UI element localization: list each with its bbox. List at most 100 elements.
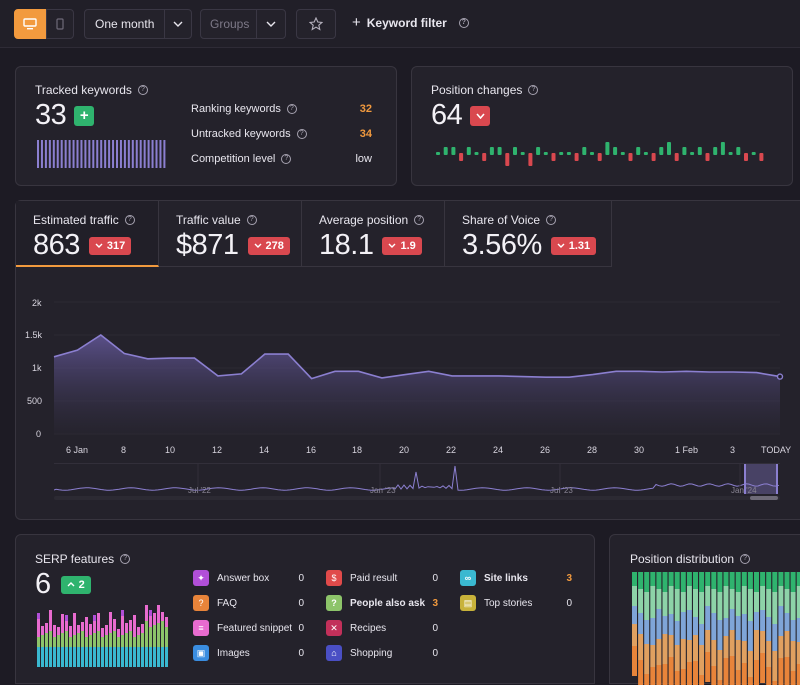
serp-bar-segment	[49, 631, 52, 647]
distribution-bar-segment	[785, 631, 790, 657]
help-icon[interactable]: ?	[287, 104, 297, 114]
help-icon[interactable]: ?	[459, 18, 469, 28]
x-tick: 22	[446, 445, 456, 455]
serp-features-card: SERP features? 6 2 ✦Answer box 0 ?FAQ 0 …	[15, 534, 595, 684]
bulb-icon: ✦	[193, 570, 209, 586]
change-candle	[482, 153, 486, 161]
help-icon[interactable]: ?	[125, 215, 135, 225]
serp-shopping[interactable]: ⌂Shopping	[326, 645, 392, 661]
distribution-bar-segment	[736, 616, 741, 640]
serp-people-also-ask-value: 3	[418, 598, 438, 609]
serp-bar-segment	[113, 647, 116, 667]
serp-bar-segment	[137, 627, 140, 635]
help-icon[interactable]: ?	[297, 129, 307, 139]
serp-bar-segment	[141, 647, 144, 667]
star-icon	[309, 17, 323, 31]
keyword-bar	[148, 140, 150, 168]
serp-bar-segment	[65, 615, 68, 621]
distribution-bar-segment	[748, 572, 753, 589]
distribution-bar-segment	[699, 624, 704, 645]
help-icon[interactable]: ?	[528, 85, 538, 95]
help-icon[interactable]: ?	[247, 215, 257, 225]
serp-bar-segment	[81, 622, 84, 631]
help-icon[interactable]: ?	[740, 554, 750, 564]
serp-bar-segment	[97, 613, 100, 631]
today-marker[interactable]	[778, 374, 783, 379]
help-icon[interactable]: ?	[138, 85, 148, 95]
serp-top-stories[interactable]: ▤Top stories	[460, 595, 532, 611]
x-tick: 6 Jan	[66, 445, 88, 455]
serp-site-links[interactable]: ∞Site links	[460, 570, 528, 586]
serp-faq[interactable]: ?FAQ	[193, 595, 237, 611]
serp-images[interactable]: ▣Images	[193, 645, 250, 661]
distribution-bar-segment	[724, 636, 729, 658]
distribution-bar-segment	[675, 645, 680, 671]
serp-bar-segment	[149, 627, 152, 647]
distribution-bar-segment	[644, 572, 649, 592]
tracked-keywords-title: Tracked keywords?	[35, 83, 148, 97]
estimated-traffic-value: 863	[33, 229, 80, 262]
groups-placeholder: Groups	[210, 17, 249, 31]
serp-paid-result[interactable]: $Paid result	[326, 570, 397, 586]
serp-site-links-value: 3	[552, 573, 572, 584]
keyword-bar	[112, 140, 114, 168]
chart-navigator[interactable]: Jul '22 Jan '23 Jul '23 Jan '24	[54, 463, 780, 499]
keyword-bar	[163, 140, 165, 168]
position-changes-candles	[436, 142, 771, 168]
serp-bar-segment	[93, 633, 96, 647]
chevron-down-icon	[388, 243, 396, 248]
distribution-bar-segment	[675, 621, 680, 645]
plus-icon: +	[352, 17, 361, 29]
help-icon[interactable]: ?	[120, 554, 130, 564]
serp-bar-segment	[37, 613, 40, 619]
serp-bar-segment	[69, 637, 72, 647]
help-icon[interactable]: ?	[414, 215, 424, 225]
keyword-bar	[45, 140, 47, 168]
serp-bar-segment	[117, 647, 120, 667]
serp-bar-segment	[117, 637, 120, 647]
position-distribution-title: Position distribution?	[630, 552, 750, 566]
keyword-bar	[120, 140, 122, 168]
distribution-bar-segment	[778, 606, 783, 636]
change-candle	[629, 153, 633, 161]
distribution-bar-segment	[687, 572, 692, 586]
serp-recipes[interactable]: ✕Recipes	[326, 620, 386, 636]
favorite-button[interactable]	[296, 9, 336, 39]
keyword-bar	[80, 140, 82, 168]
change-candle	[436, 152, 440, 155]
serp-bar-segment	[149, 610, 152, 616]
add-keyword-button[interactable]: +	[74, 106, 94, 126]
tab-share-of-voice[interactable]: Share of Voice? 3.56%1.31	[445, 201, 612, 267]
change-candle	[505, 153, 509, 166]
serp-bar-segment	[61, 614, 64, 633]
distribution-bar-segment	[632, 624, 637, 646]
serp-bar-segment	[49, 610, 52, 631]
serp-bar-segment	[53, 647, 56, 667]
period-select[interactable]: One month	[84, 9, 192, 39]
navigator-scrollbar-thumb[interactable]	[750, 496, 778, 500]
serp-bar-segment	[141, 624, 144, 633]
distribution-bar-segment	[705, 606, 710, 630]
serp-featured-snippet[interactable]: ≡Featured snippet	[193, 620, 292, 636]
groups-select[interactable]: Groups	[200, 9, 286, 39]
distribution-bar-segment	[663, 664, 668, 685]
distribution-bar-segment	[669, 614, 674, 635]
change-candle	[575, 153, 579, 161]
change-candle	[590, 152, 594, 155]
keyword-filter-button[interactable]: + Keyword filter ?	[352, 16, 469, 30]
serp-people-also-ask[interactable]: ?People also ask	[326, 595, 425, 611]
mobile-view-button[interactable]	[46, 9, 74, 39]
distribution-bar-segment	[717, 650, 722, 680]
distribution-bar-segment	[693, 572, 698, 589]
help-icon[interactable]: ?	[546, 215, 556, 225]
keyword-bar	[37, 140, 39, 168]
serp-bar-segment	[85, 617, 88, 637]
distribution-bar-segment	[699, 645, 704, 675]
desktop-view-button[interactable]	[14, 9, 46, 39]
navigator-scrollbar[interactable]	[54, 496, 780, 500]
serp-answer-box[interactable]: ✦Answer box	[193, 570, 269, 586]
help-icon[interactable]: ?	[281, 154, 291, 164]
